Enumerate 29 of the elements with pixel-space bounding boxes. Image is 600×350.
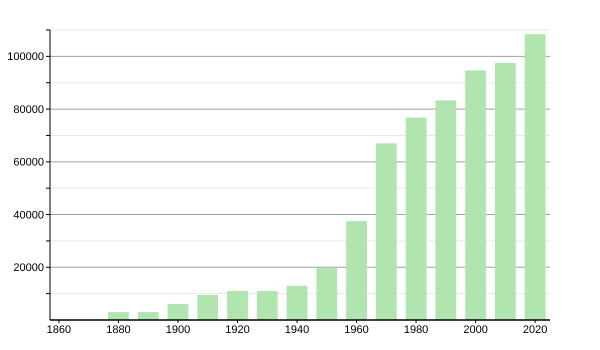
- bar: [524, 34, 546, 320]
- x-tick-label: 2020: [522, 324, 548, 336]
- y-tick-label: 20000: [13, 262, 44, 274]
- x-tick-label: 1960: [344, 324, 369, 336]
- x-tick-label: 1880: [106, 324, 131, 336]
- x-tick-label: 2000: [463, 324, 488, 336]
- bar: [346, 221, 367, 320]
- y-tick-label: 40000: [13, 209, 44, 222]
- x-tick-label: 1920: [225, 324, 250, 336]
- y-tick-label: 60000: [13, 156, 44, 169]
- bar: [227, 291, 248, 320]
- bar: [168, 304, 188, 320]
- y-tick-label: 100000: [7, 51, 44, 64]
- y-tick-label: 80000: [13, 104, 44, 116]
- x-tick-label: 1900: [166, 324, 190, 336]
- bar: [465, 70, 486, 320]
- bar: [406, 118, 426, 320]
- bar: [316, 268, 338, 320]
- bar: [108, 312, 129, 320]
- x-tick-label: 1860: [46, 324, 72, 336]
- bar: [256, 291, 278, 320]
- x-tick-label: 1940: [284, 324, 310, 336]
- bar: [286, 286, 308, 320]
- bar: [138, 312, 159, 320]
- bar: [197, 294, 218, 320]
- bar: [376, 143, 397, 320]
- bar: [494, 62, 516, 320]
- bar: [435, 100, 456, 320]
- x-tick-label: 1980: [404, 324, 428, 336]
